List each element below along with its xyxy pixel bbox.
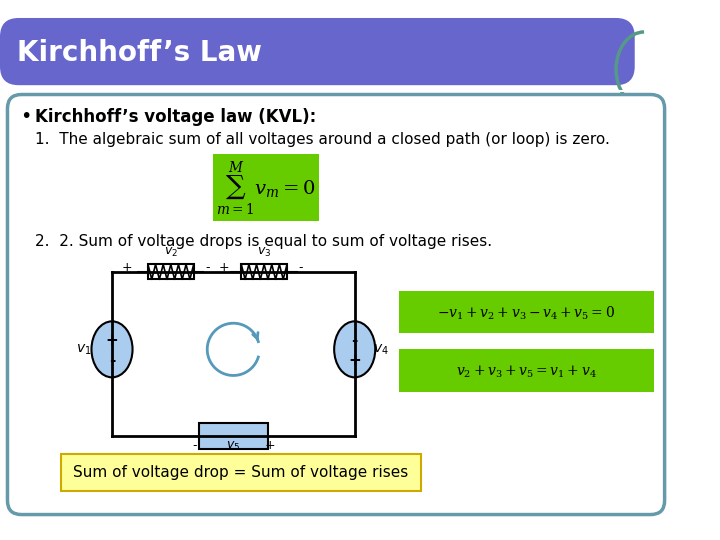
FancyBboxPatch shape [399, 291, 654, 334]
Bar [148, 265, 194, 279]
Text: 2.  2. Sum of voltage drops is equal to sum of voltage rises.: 2. 2. Sum of voltage drops is equal to s… [35, 234, 492, 249]
Text: -: - [205, 261, 210, 274]
Bar [241, 265, 287, 279]
Ellipse shape [91, 321, 132, 377]
Text: +: + [219, 261, 230, 274]
Text: $v_2$: $v_2$ [164, 246, 178, 259]
Text: -: - [299, 261, 303, 274]
Text: 1.  The algebraic sum of all voltages around a closed path (or loop) is zero.: 1. The algebraic sum of all voltages aro… [35, 132, 611, 147]
Text: +: + [106, 333, 118, 348]
Ellipse shape [334, 321, 375, 377]
Text: -: - [351, 333, 358, 348]
Text: +: + [348, 353, 361, 368]
FancyBboxPatch shape [7, 94, 665, 515]
Text: $v_1$: $v_1$ [76, 342, 91, 356]
Text: Kirchhoff’s voltage law (KVL):: Kirchhoff’s voltage law (KVL): [35, 108, 317, 126]
Text: +: + [122, 261, 132, 274]
Text: •: • [21, 107, 32, 126]
Text: Sum of voltage drop = Sum of voltage rises: Sum of voltage drop = Sum of voltage ris… [73, 465, 408, 480]
Text: +: + [264, 439, 275, 452]
FancyBboxPatch shape [213, 154, 319, 221]
Text: $\sum_{m=1}^{M} v_m = 0$: $\sum_{m=1}^{M} v_m = 0$ [216, 160, 316, 218]
FancyBboxPatch shape [0, 18, 635, 85]
Text: -: - [193, 439, 197, 452]
Text: Kirchhoff’s Law: Kirchhoff’s Law [17, 39, 261, 68]
Text: $v_3$: $v_3$ [257, 246, 271, 259]
FancyBboxPatch shape [399, 349, 654, 392]
Text: $v_2 + v_3 + v_5 = v_1 + v_4$: $v_2 + v_3 + v_5 = v_1 + v_4$ [456, 363, 597, 380]
FancyBboxPatch shape [60, 454, 421, 491]
Text: -: - [109, 353, 115, 368]
Text: $v_4$: $v_4$ [373, 342, 389, 356]
Text: $-v_1 + v_2 + v_3 - v_4 + v_5 = 0$: $-v_1 + v_2 + v_3 - v_4 + v_5 = 0$ [438, 304, 616, 322]
FancyBboxPatch shape [199, 423, 268, 449]
Text: $v_5$: $v_5$ [226, 440, 240, 453]
